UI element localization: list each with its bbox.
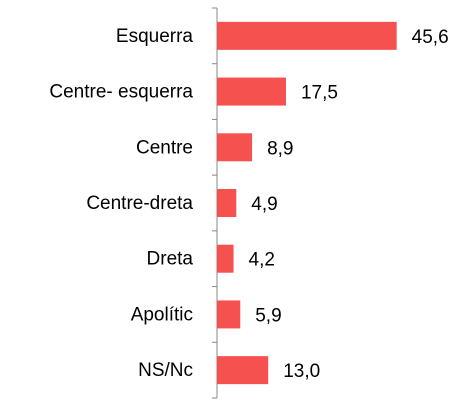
category-label: Centre-dreta	[86, 193, 193, 214]
category-label: Dreta	[147, 249, 194, 270]
value-label: 17,5	[301, 83, 338, 104]
value-label: 5,9	[255, 305, 281, 326]
bar	[217, 133, 253, 162]
category-label: NS/Nc	[138, 360, 193, 381]
category-label: Esquerra	[116, 26, 194, 47]
value-label: 4,9	[251, 194, 277, 215]
value-label: 8,9	[267, 138, 293, 159]
bar	[217, 356, 269, 385]
category-label: Apolític	[131, 304, 193, 325]
value-label: 13,0	[283, 361, 320, 382]
bar	[217, 244, 234, 273]
bar	[217, 77, 286, 106]
value-label: 45,6	[412, 27, 449, 48]
category-label: Centre	[136, 137, 193, 158]
bar	[217, 21, 397, 50]
category-label: Centre- esquerra	[49, 82, 193, 103]
bar	[217, 189, 237, 217]
bar	[217, 300, 241, 329]
value-label: 4,2	[249, 250, 275, 271]
